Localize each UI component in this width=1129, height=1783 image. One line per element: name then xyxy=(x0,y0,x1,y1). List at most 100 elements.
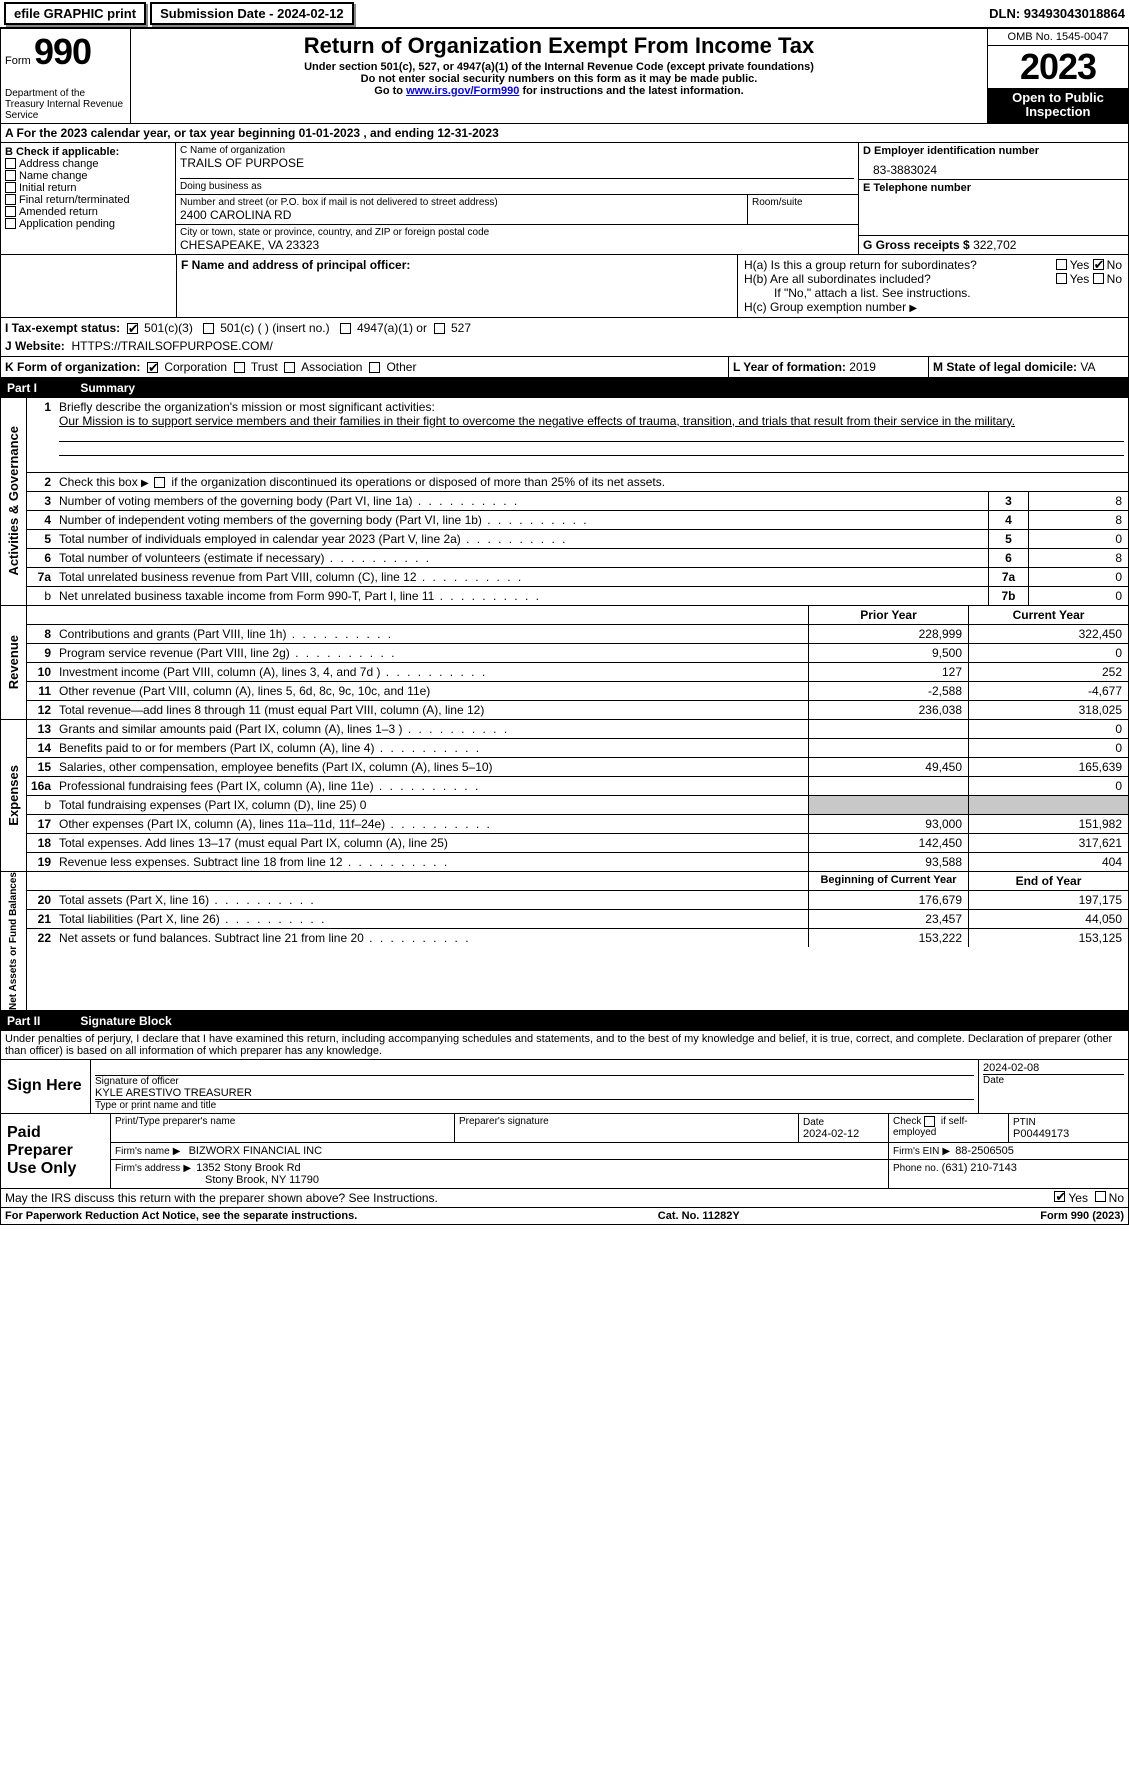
cb-4947[interactable] xyxy=(340,323,351,334)
hb-yes-checkbox[interactable] xyxy=(1056,273,1067,284)
firm-ein: 88-2506505 xyxy=(955,1145,1014,1157)
perjury-text: Under penalties of perjury, I declare th… xyxy=(0,1031,1129,1060)
hc-label: H(c) Group exemption number xyxy=(744,300,906,314)
l8-prior: 228,999 xyxy=(808,625,968,643)
irs-link[interactable]: www.irs.gov/Form990 xyxy=(406,85,519,97)
beg-year-hdr: Beginning of Current Year xyxy=(808,872,968,890)
cb-self-employed[interactable] xyxy=(924,1116,935,1127)
l3-text: Number of voting members of the governin… xyxy=(55,492,988,510)
sign-here-label: Sign Here xyxy=(1,1060,91,1113)
cb-501c[interactable] xyxy=(203,323,214,334)
prep-date: 2024-02-12 xyxy=(803,1128,859,1140)
m-label: M State of legal domicile: xyxy=(933,360,1077,374)
firm-ein-label: Firm's EIN xyxy=(893,1146,939,1157)
cb-other[interactable] xyxy=(369,362,380,373)
j-label: J Website: xyxy=(5,339,65,353)
sig-officer-label: Signature of officer xyxy=(95,1076,974,1087)
l4-text: Number of independent voting members of … xyxy=(55,511,988,529)
l12-text: Total revenue—add lines 8 through 11 (mu… xyxy=(55,701,808,719)
klm-row: K Form of organization: Corporation Trus… xyxy=(0,357,1129,378)
discuss-yes-checkbox[interactable] xyxy=(1054,1191,1065,1202)
cb-527[interactable] xyxy=(434,323,445,334)
top-bar: efile GRAPHIC print Submission Date - 20… xyxy=(0,0,1129,28)
l7b-val: 0 xyxy=(1028,587,1128,605)
l17-text: Other expenses (Part IX, column (A), lin… xyxy=(55,815,808,833)
k-label: K Form of organization: xyxy=(5,360,140,374)
l14-prior xyxy=(808,739,968,757)
part1-header: Part I Summary xyxy=(0,378,1129,398)
arrow-icon xyxy=(183,1162,193,1174)
hb-label: H(b) Are all subordinates included? xyxy=(744,272,1056,286)
footer-mid: Cat. No. 11282Y xyxy=(658,1210,740,1222)
cb-association[interactable] xyxy=(284,362,295,373)
l11-prior: -2,588 xyxy=(808,682,968,700)
cb-501c3[interactable] xyxy=(127,323,138,334)
f-label: F Name and address of principal officer: xyxy=(181,258,410,272)
l7a-val: 0 xyxy=(1028,568,1128,586)
form-header: Form 990 Department of the Treasury Inte… xyxy=(0,28,1129,124)
l22-text: Net assets or fund balances. Subtract li… xyxy=(55,929,808,947)
omb-number: OMB No. 1545-0047 xyxy=(988,29,1128,46)
ha-no-checkbox[interactable] xyxy=(1093,259,1104,270)
cb-address-change[interactable] xyxy=(5,158,16,169)
department: Department of the Treasury Internal Reve… xyxy=(5,88,126,121)
ptin-label: PTIN xyxy=(1013,1117,1036,1128)
l19-prior: 93,588 xyxy=(808,853,968,871)
firm-addr1: 1352 Stony Brook Rd xyxy=(196,1162,301,1174)
cb-line2[interactable] xyxy=(154,477,165,488)
form-label: Form xyxy=(5,55,31,67)
l19-curr: 404 xyxy=(968,853,1128,871)
end-year-hdr: End of Year xyxy=(968,872,1128,890)
paid-preparer-label: Paid Preparer Use Only xyxy=(1,1114,111,1188)
l16b-curr-grey xyxy=(968,796,1128,814)
l12-curr: 318,025 xyxy=(968,701,1128,719)
date-label-1: Date xyxy=(983,1075,1124,1086)
revenue-section: Revenue Prior Year Current Year 8Contrib… xyxy=(0,606,1129,720)
l6-text: Total number of volunteers (estimate if … xyxy=(55,549,988,567)
tax-year: 2023 xyxy=(988,46,1128,88)
firm-phone: (631) 210-7143 xyxy=(942,1162,1017,1174)
cb-final-return[interactable] xyxy=(5,194,16,205)
cb-name-change[interactable] xyxy=(5,170,16,181)
discuss-no-checkbox[interactable] xyxy=(1095,1191,1106,1202)
footer-right: Form 990 (2023) xyxy=(1040,1210,1124,1222)
page-footer: For Paperwork Reduction Act Notice, see … xyxy=(0,1208,1129,1225)
submission-button[interactable]: Submission Date - 2024-02-12 xyxy=(150,2,354,25)
l20-end: 197,175 xyxy=(968,891,1128,909)
ha-yes-checkbox[interactable] xyxy=(1056,259,1067,270)
type-name-label: Type or print name and title xyxy=(95,1100,974,1111)
tab-revenue: Revenue xyxy=(6,635,21,689)
firm-name-label: Firm's name xyxy=(115,1146,170,1157)
subtitle-2: Do not enter social security numbers on … xyxy=(137,73,981,85)
cb-amended-return[interactable] xyxy=(5,206,16,217)
cb-application-pending[interactable] xyxy=(5,218,16,229)
footer-left: For Paperwork Reduction Act Notice, see … xyxy=(5,1210,357,1222)
l22-beg: 153,222 xyxy=(808,929,968,947)
l19-text: Revenue less expenses. Subtract line 18 … xyxy=(55,853,808,871)
l13-curr: 0 xyxy=(968,720,1128,738)
e-label: E Telephone number xyxy=(863,182,1124,194)
cb-corporation[interactable] xyxy=(147,362,158,373)
room-label: Room/suite xyxy=(752,197,854,208)
dba-label: Doing business as xyxy=(180,178,854,192)
hb-no-checkbox[interactable] xyxy=(1093,273,1104,284)
l16b-prior-grey xyxy=(808,796,968,814)
l3-val: 8 xyxy=(1028,492,1128,510)
subtitle-1: Under section 501(c), 527, or 4947(a)(1)… xyxy=(137,61,981,73)
l15-curr: 165,639 xyxy=(968,758,1128,776)
net-assets-section: Net Assets or Fund Balances Beginning of… xyxy=(0,872,1129,1011)
open-public-badge: Open to Public Inspection xyxy=(988,88,1128,123)
part2-header: Part II Signature Block xyxy=(0,1011,1129,1031)
arrow-icon xyxy=(173,1145,183,1157)
efile-button[interactable]: efile GRAPHIC print xyxy=(4,2,146,25)
mission-text: Our Mission is to support service member… xyxy=(59,414,1015,428)
prior-year-hdr: Prior Year xyxy=(808,606,968,624)
l16a-text: Professional fundraising fees (Part IX, … xyxy=(55,777,808,795)
cb-initial-return[interactable] xyxy=(5,182,16,193)
l17-curr: 151,982 xyxy=(968,815,1128,833)
sig-date1: 2024-02-08 xyxy=(983,1062,1124,1074)
ein: 83-3883024 xyxy=(863,157,1124,177)
l16a-prior xyxy=(808,777,968,795)
cb-trust[interactable] xyxy=(234,362,245,373)
l11-curr: -4,677 xyxy=(968,682,1128,700)
